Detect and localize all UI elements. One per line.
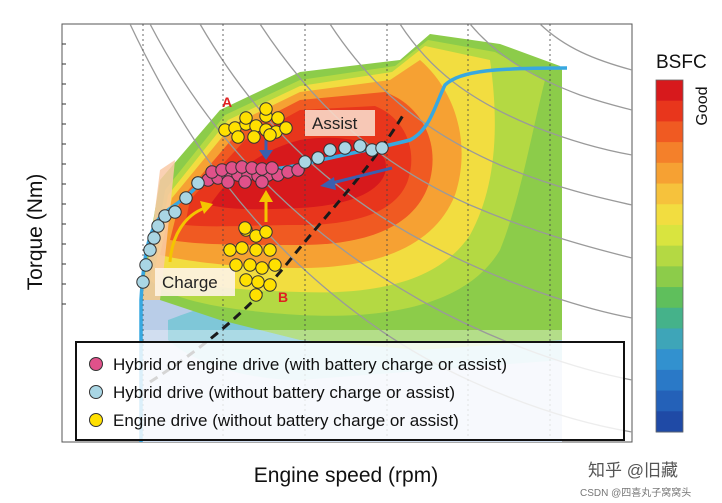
colorbar-segment [656,266,683,288]
data-point [223,243,237,257]
data-point [255,175,269,189]
data-point [139,258,153,272]
data-point [243,258,257,272]
data-point [168,205,182,219]
iso-power-curve [469,24,632,111]
colorbar-segment [656,142,683,164]
colorbar-segment [656,80,683,102]
optimal-efficiency-line [149,111,407,384]
data-point [263,278,277,292]
y-axis-label: Torque (Nm) [24,174,47,291]
colorbar-segment [656,183,683,205]
colorbar-segment [656,328,683,350]
data-point [298,155,312,169]
colorbar-segment [656,349,683,371]
data-point [143,243,157,257]
point-b-label: B [278,289,288,305]
data-point [136,275,150,289]
legend: Hybrid or engine drive (with battery cha… [75,341,625,441]
y-axis-ticks [62,43,66,305]
colorbar-good-label: Good [694,86,711,125]
data-point [338,141,352,155]
watermark-line1: 知乎 @旧藏 [588,461,678,480]
colorbar-segment [656,204,683,226]
charge-arrow [168,206,206,263]
colorbar-frame [655,79,684,433]
legend-label: Hybrid drive (without battery charge or … [113,383,455,402]
data-point [221,175,235,189]
data-point [249,243,263,257]
data-point [255,261,269,275]
data-point [191,176,205,190]
legend-label: Engine drive (without battery charge or … [113,411,459,430]
legend-label: Hybrid or engine drive (with battery cha… [113,355,507,374]
data-point [271,111,285,125]
data-point [238,175,252,189]
data-point [323,143,337,157]
data-point [311,151,325,165]
colorbar-segment [656,307,683,329]
iso-power-curves [129,24,632,433]
scatter-series [136,102,389,302]
data-point [231,130,245,144]
iso-power-curve [259,24,632,259]
watermark-line2: CSDN @四喜丸子窝窝头 [580,486,691,499]
assist-arrow [331,166,393,185]
colorbar-segment [656,100,683,122]
colorbar-segment [656,287,683,309]
x-axis-label: Engine speed (rpm) [254,464,438,487]
colorbar-title: BSFC [656,52,707,73]
legend-marker [89,385,103,399]
data-point [263,128,277,142]
data-point [259,102,273,116]
legend-marker [89,413,103,427]
data-point [249,288,263,302]
charge-label: Charge [162,273,218,292]
iso-power-curve [199,24,632,319]
data-point [151,219,165,233]
engine-down-arrow-head [259,150,273,160]
data-point [353,139,367,153]
iso-power-curve [539,24,632,71]
assist-label: Assist [312,114,358,133]
point-a-label: A [222,94,232,110]
data-point [375,141,389,155]
colorbar-segment [656,411,683,433]
colorbar-segment [656,390,683,412]
colorbar-segment [656,369,683,392]
data-point [259,225,273,239]
charge-label-box [155,268,235,296]
bsfc-colorbar [656,80,683,433]
iso-power-curve [329,24,632,206]
data-point [238,221,252,235]
data-point [279,121,293,135]
legend-marker [89,357,103,371]
data-point [229,258,243,272]
data-point [239,273,253,287]
legend-box [75,341,625,441]
colorbar-segment [656,224,683,247]
data-point [263,243,277,257]
colorbar-segment [656,121,683,143]
data-point [247,130,261,144]
assist-label-box [305,110,375,136]
data-point [268,258,282,272]
data-point [179,191,193,205]
data-point [265,161,279,175]
colorbar-segment [656,245,683,267]
data-point [235,241,249,255]
charge-arrow-head [200,201,213,214]
assist-arrow-head [320,177,336,190]
colorbar-segment [656,162,683,185]
engine-up-arrow-head [259,190,273,202]
iso-power-curve [399,24,632,156]
data-point [251,275,265,289]
data-point [239,111,253,125]
data-point [147,231,161,245]
annotation-arrows [168,140,393,263]
